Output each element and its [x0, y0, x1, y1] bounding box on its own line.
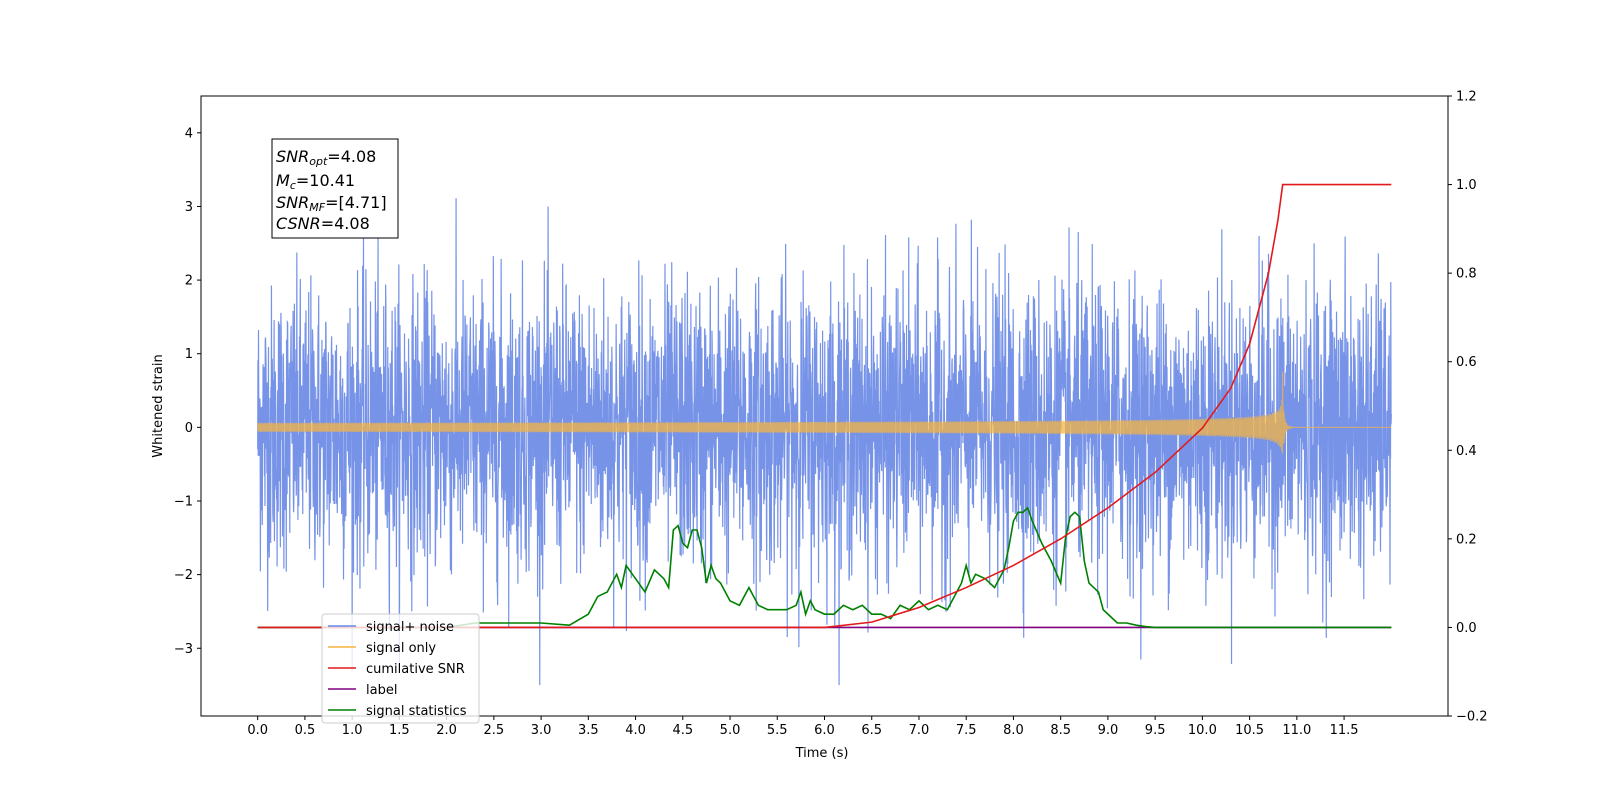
- x-tick-label: 10.5: [1235, 723, 1264, 738]
- series-signal-noise: [257, 198, 1392, 686]
- legend-label-label: label: [366, 683, 397, 698]
- y2-tick-label: −0.2: [1456, 710, 1488, 725]
- y-tick-label: 1: [185, 347, 193, 362]
- x-tick-label: 3.0: [531, 723, 552, 738]
- annotation-mc-symbol: M: [276, 171, 290, 190]
- y2-tick-label: 1.2: [1456, 90, 1477, 105]
- y2-tick-label: 0.6: [1456, 355, 1477, 370]
- legend-label-cumulative-snr: cumilative SNR: [366, 662, 465, 677]
- series-cumulative-snr: [257, 183, 1392, 629]
- y-tick-label: 0: [185, 421, 193, 436]
- annotation-mc-value: =10.41: [296, 171, 355, 190]
- y-tick-label: 3: [185, 200, 193, 215]
- annotation-snr-opt-value: =4.08: [327, 147, 376, 166]
- y-tick-label: −3: [174, 642, 193, 657]
- x-tick-label: 7.5: [956, 723, 977, 738]
- y-tick-label: 4: [185, 126, 193, 141]
- x-tick-label: 1.5: [389, 723, 410, 738]
- y2-tick-label: 0.8: [1456, 267, 1477, 282]
- annotation-csnr: CSNR=4.08: [276, 214, 370, 233]
- annotation-snr-mf-symbol: SNR: [276, 193, 309, 212]
- x-tick-label: 6.0: [814, 723, 835, 738]
- y2-tick-label: 0.0: [1456, 621, 1477, 636]
- x-tick-label: 2.5: [484, 723, 505, 738]
- x-tick-label: 9.0: [1098, 723, 1119, 738]
- legend-label-signal-noise: signal+ noise: [366, 620, 454, 635]
- annotation-mc-sub: c: [290, 179, 296, 192]
- x-tick-label: 0.0: [247, 723, 268, 738]
- x-tick-label: 8.5: [1050, 723, 1071, 738]
- x-tick-label: 5.5: [767, 723, 788, 738]
- metrics-annotation: SNRopt=4.08 Mc=10.41 SNRMF=[4.71] CSNR=4…: [271, 138, 399, 239]
- x-tick-label: 0.5: [295, 723, 316, 738]
- y-tick-label: 2: [185, 274, 193, 289]
- x-tick-label: 7.0: [909, 723, 930, 738]
- x-tick-label: 2.0: [436, 723, 457, 738]
- x-tick-label: 1.0: [342, 723, 363, 738]
- annotation-snr-mf-value: =[4.71]: [325, 193, 387, 212]
- x-tick-label: 11.0: [1282, 723, 1311, 738]
- annotation-snr-opt-symbol: SNR: [276, 147, 309, 166]
- legend: signal+ noise signal only cumilative SNR…: [321, 613, 480, 724]
- y2-tick-label: 0.4: [1456, 444, 1477, 459]
- legend-label-signal-statistics: signal statistics: [366, 704, 467, 719]
- series-signal-statistics: [257, 506, 1392, 629]
- x-tick-label: 10.0: [1188, 723, 1217, 738]
- x-tick-label: 6.5: [861, 723, 882, 738]
- x-axis-label: Time (s): [795, 746, 849, 761]
- metrics-annotation-frame: [271, 138, 399, 239]
- x-tick-label: 4.0: [625, 723, 646, 738]
- y-tick-label: −1: [174, 494, 193, 509]
- legend-frame: [321, 613, 480, 724]
- series-signal-only: [257, 371, 1392, 454]
- annotation-csnr-symbol: CSNR: [276, 214, 321, 233]
- x-tick-label: 11.5: [1330, 723, 1359, 738]
- x-tick-label: 8.0: [1003, 723, 1024, 738]
- annotation-snr-mf-sub: MF: [309, 201, 325, 214]
- y-axis-label: Whitened strain: [151, 354, 166, 457]
- x-tick-label: 5.0: [720, 723, 741, 738]
- y2-tick-label: 0.2: [1456, 532, 1477, 547]
- annotation-snr-mf: SNRMF=[4.71]: [276, 193, 387, 214]
- annotation-mc: Mc=10.41: [276, 171, 355, 192]
- x-tick-label: 9.5: [1145, 723, 1166, 738]
- x-tick-label: 3.5: [578, 723, 599, 738]
- annotation-snr-opt: SNRopt=4.08: [276, 147, 376, 168]
- y-tick-label: −2: [174, 568, 193, 583]
- y2-tick-label: 1.0: [1456, 178, 1477, 193]
- x-tick-label: 4.5: [672, 723, 693, 738]
- annotation-snr-opt-sub: opt: [309, 155, 328, 168]
- legend-label-signal-only: signal only: [366, 641, 436, 656]
- annotation-csnr-value: =4.08: [321, 214, 370, 233]
